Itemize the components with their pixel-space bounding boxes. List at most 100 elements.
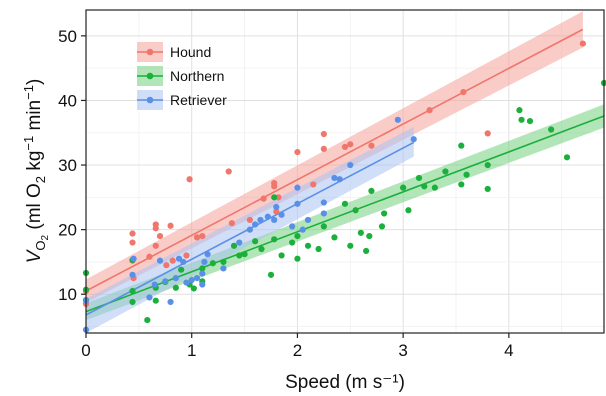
northern-point	[516, 107, 523, 114]
hound-point	[129, 230, 136, 237]
hound-legend-marker	[146, 48, 154, 56]
northern-point	[363, 247, 370, 255]
retriever-point	[220, 265, 227, 272]
hound-point	[167, 222, 174, 229]
retriever-point	[175, 255, 183, 262]
x-tick-label: 1	[187, 341, 196, 360]
data-points	[82, 40, 606, 333]
hound-legend-label: Hound	[170, 44, 211, 60]
northern-point	[209, 260, 216, 267]
hound-point	[310, 181, 317, 188]
northern-point	[152, 297, 159, 304]
northern-legend-label: Northern	[170, 68, 224, 84]
northern-point	[526, 118, 534, 125]
northern-point	[518, 116, 525, 123]
northern-fit-line	[85, 115, 605, 313]
retriever-point	[201, 258, 208, 266]
northern-point	[271, 194, 278, 201]
y-tick-label: 40	[58, 91, 77, 110]
retriever-point	[172, 274, 179, 282]
hound-point	[186, 176, 193, 183]
northern-point	[548, 126, 555, 133]
hound-point	[579, 40, 586, 47]
hound-point	[320, 130, 327, 138]
northern-point	[463, 171, 470, 178]
y-axis-symbol: V	[24, 248, 45, 263]
retriever-point	[204, 251, 211, 258]
northern-point	[352, 207, 359, 214]
northern-point	[267, 271, 275, 278]
northern-point	[271, 236, 278, 243]
northern-point	[458, 181, 465, 188]
northern-point	[563, 154, 571, 161]
x-axis-title: Speed (m s⁻¹)	[285, 372, 405, 393]
y-axis-unit-open: (ml O	[24, 183, 45, 235]
hound-point	[152, 225, 159, 232]
retriever-point	[252, 221, 259, 228]
northern-point	[484, 185, 491, 193]
retriever-point	[347, 161, 354, 169]
hound-point	[129, 239, 136, 246]
hound-point	[225, 168, 232, 175]
retriever-point	[167, 298, 174, 306]
y-axis-unit-min: min	[24, 100, 45, 136]
x-tick-label: 0	[81, 341, 90, 360]
northern-point	[458, 142, 465, 149]
northern-point	[484, 161, 491, 169]
northern-confidence-band	[86, 104, 604, 321]
northern-point	[315, 245, 322, 253]
retriever-point	[129, 271, 136, 278]
northern-point	[144, 316, 151, 324]
retriever-point	[294, 184, 301, 191]
northern-point	[378, 223, 386, 230]
x-tick-label: 4	[504, 341, 513, 360]
hound-point	[228, 220, 235, 227]
hound-point	[294, 149, 301, 156]
plot-border	[85, 9, 605, 334]
northern-legend-marker	[146, 72, 154, 80]
retriever-point	[130, 255, 137, 262]
hound-point	[320, 145, 327, 152]
y-axis-unit-kg: kg	[24, 151, 45, 176]
legend: Hound Northern Retriever	[137, 42, 227, 110]
hound-fit-line	[85, 28, 584, 292]
retriever-point	[246, 226, 253, 233]
retriever-point	[264, 213, 271, 220]
northern-point	[341, 200, 349, 207]
retriever-legend-marker	[146, 96, 154, 104]
northern-point	[442, 168, 449, 175]
y-axis-unit-kg-exp: −1	[21, 136, 36, 151]
northern-point	[294, 233, 301, 240]
hound-confidence-band	[86, 11, 583, 303]
y-tick-label: 10	[58, 285, 77, 304]
y-axis-unit-close: )	[24, 79, 45, 85]
northern-point	[199, 265, 206, 272]
northern-point	[236, 252, 243, 259]
hound-point	[271, 180, 278, 187]
northern-point	[421, 183, 428, 190]
hound-point	[484, 130, 491, 137]
retriever-point	[294, 200, 301, 207]
retriever-point	[199, 270, 206, 277]
hound-point	[146, 253, 153, 260]
retriever-point	[271, 216, 278, 224]
hound-point	[260, 195, 267, 202]
northern-point	[431, 184, 438, 191]
hound-point	[273, 208, 280, 215]
hound-point	[368, 142, 375, 149]
retriever-point	[331, 174, 338, 182]
retriever-point	[236, 239, 243, 246]
hound-point	[183, 252, 190, 259]
northern-point	[278, 252, 285, 259]
retriever-point	[273, 203, 280, 211]
retriever-point	[193, 274, 201, 282]
northern-point	[405, 207, 412, 214]
retriever-point	[257, 216, 264, 224]
y-tick-label: 50	[58, 27, 77, 46]
axis-ticks: 0 1 2 3 4 10 20 30 40 50	[58, 27, 514, 360]
retriever-point	[180, 258, 187, 266]
northern-point	[294, 255, 301, 262]
retriever-point	[320, 199, 327, 206]
northern-point	[258, 245, 265, 253]
